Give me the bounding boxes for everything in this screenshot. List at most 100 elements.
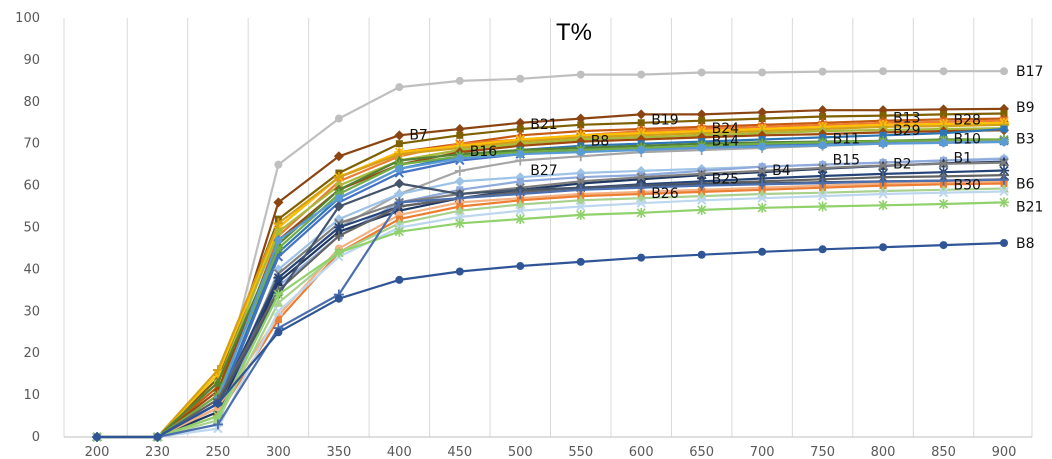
data-point (817, 178, 828, 189)
axes: 0 10 20 30 40 50 60 70 80 90 100 200 230 250 300 350 400… (15, 11, 1032, 459)
series-label: B29 (893, 123, 920, 139)
series-line (97, 201, 1005, 439)
data-point (878, 160, 888, 171)
x-tick-label: 800 (871, 445, 896, 459)
data-point (636, 109, 647, 120)
data-point (938, 159, 949, 169)
data-point (636, 182, 647, 193)
data-point (818, 67, 827, 76)
data-point (515, 206, 525, 216)
data-point (879, 112, 887, 120)
data-point (274, 227, 283, 236)
series-group (92, 67, 1009, 442)
data-point (698, 117, 706, 125)
data-point (940, 129, 948, 137)
series-line (97, 241, 1005, 439)
x-tick-label: 650 (689, 445, 714, 459)
series-label: B19 (651, 113, 678, 129)
series-line (97, 127, 1005, 439)
y-tick-label: 10 (23, 388, 40, 403)
data-point (212, 419, 223, 430)
data-point (515, 188, 526, 199)
data-point (576, 148, 585, 157)
data-point (817, 163, 828, 173)
data-point (153, 433, 162, 441)
y-tick-label: 60 (23, 179, 40, 194)
data-point (333, 247, 344, 258)
data-point (394, 188, 405, 199)
x-tick-label: 300 (266, 445, 291, 459)
data-point (1000, 239, 1008, 248)
series-label: B21 (1016, 200, 1043, 216)
data-point (212, 364, 223, 375)
series-line (97, 187, 1005, 439)
y-tick-label: 0 (32, 430, 40, 445)
x-tick-label: 700 (750, 445, 775, 459)
data-point (637, 253, 646, 262)
data-point (333, 172, 344, 183)
data-point (576, 257, 585, 266)
data-point (817, 201, 828, 212)
data-point (879, 243, 888, 252)
series-line (97, 178, 1005, 439)
data-point (516, 74, 525, 83)
data-point (817, 105, 828, 116)
data-point (696, 180, 707, 191)
series-line (97, 70, 1004, 439)
data-point (455, 267, 464, 276)
data-point (575, 113, 586, 124)
data-point (333, 151, 344, 162)
data-point (878, 189, 888, 199)
data-point (879, 67, 888, 76)
data-point (758, 163, 766, 171)
data-point (938, 199, 949, 210)
data-point (274, 160, 283, 169)
x-tick-label: 600 (629, 445, 654, 459)
data-point (697, 68, 706, 77)
series-line (97, 140, 1005, 439)
series-b17 (93, 67, 1008, 441)
y-tick-label: 40 (23, 262, 40, 277)
data-point (636, 172, 646, 182)
series-label: B4 (772, 163, 791, 179)
data-point (758, 142, 767, 151)
data-point (273, 272, 284, 283)
data-point (273, 197, 284, 208)
data-point (273, 218, 284, 229)
gridlines (63, 18, 1033, 437)
data-point (999, 157, 1009, 168)
series-label: B21 (530, 117, 557, 133)
data-point (455, 76, 464, 85)
x-tick-label: 900 (992, 445, 1017, 459)
data-point (333, 188, 344, 199)
data-point (758, 68, 767, 77)
series-label: B27 (530, 163, 557, 179)
data-point (577, 173, 585, 181)
series-label: B7 (409, 127, 428, 143)
series-label: B11 (833, 132, 860, 148)
data-point (1000, 110, 1008, 118)
x-tick-label: 230 (145, 445, 170, 459)
data-point (636, 198, 646, 208)
data-point (334, 294, 343, 303)
data-point (819, 112, 827, 120)
data-point (515, 199, 526, 209)
data-point (637, 145, 646, 154)
x-tick-label: 200 (85, 445, 110, 459)
data-point (697, 250, 706, 259)
data-point (394, 197, 405, 208)
data-point (273, 306, 284, 317)
data-point (939, 67, 948, 76)
data-point (394, 226, 405, 237)
data-point (696, 109, 707, 120)
data-point (758, 115, 766, 123)
data-point (575, 184, 586, 195)
data-point (333, 201, 344, 212)
data-point (938, 188, 949, 198)
series-label: B8 (1016, 236, 1035, 252)
y-tick-label: 70 (23, 137, 40, 152)
data-point (757, 166, 767, 176)
data-point (818, 141, 827, 150)
